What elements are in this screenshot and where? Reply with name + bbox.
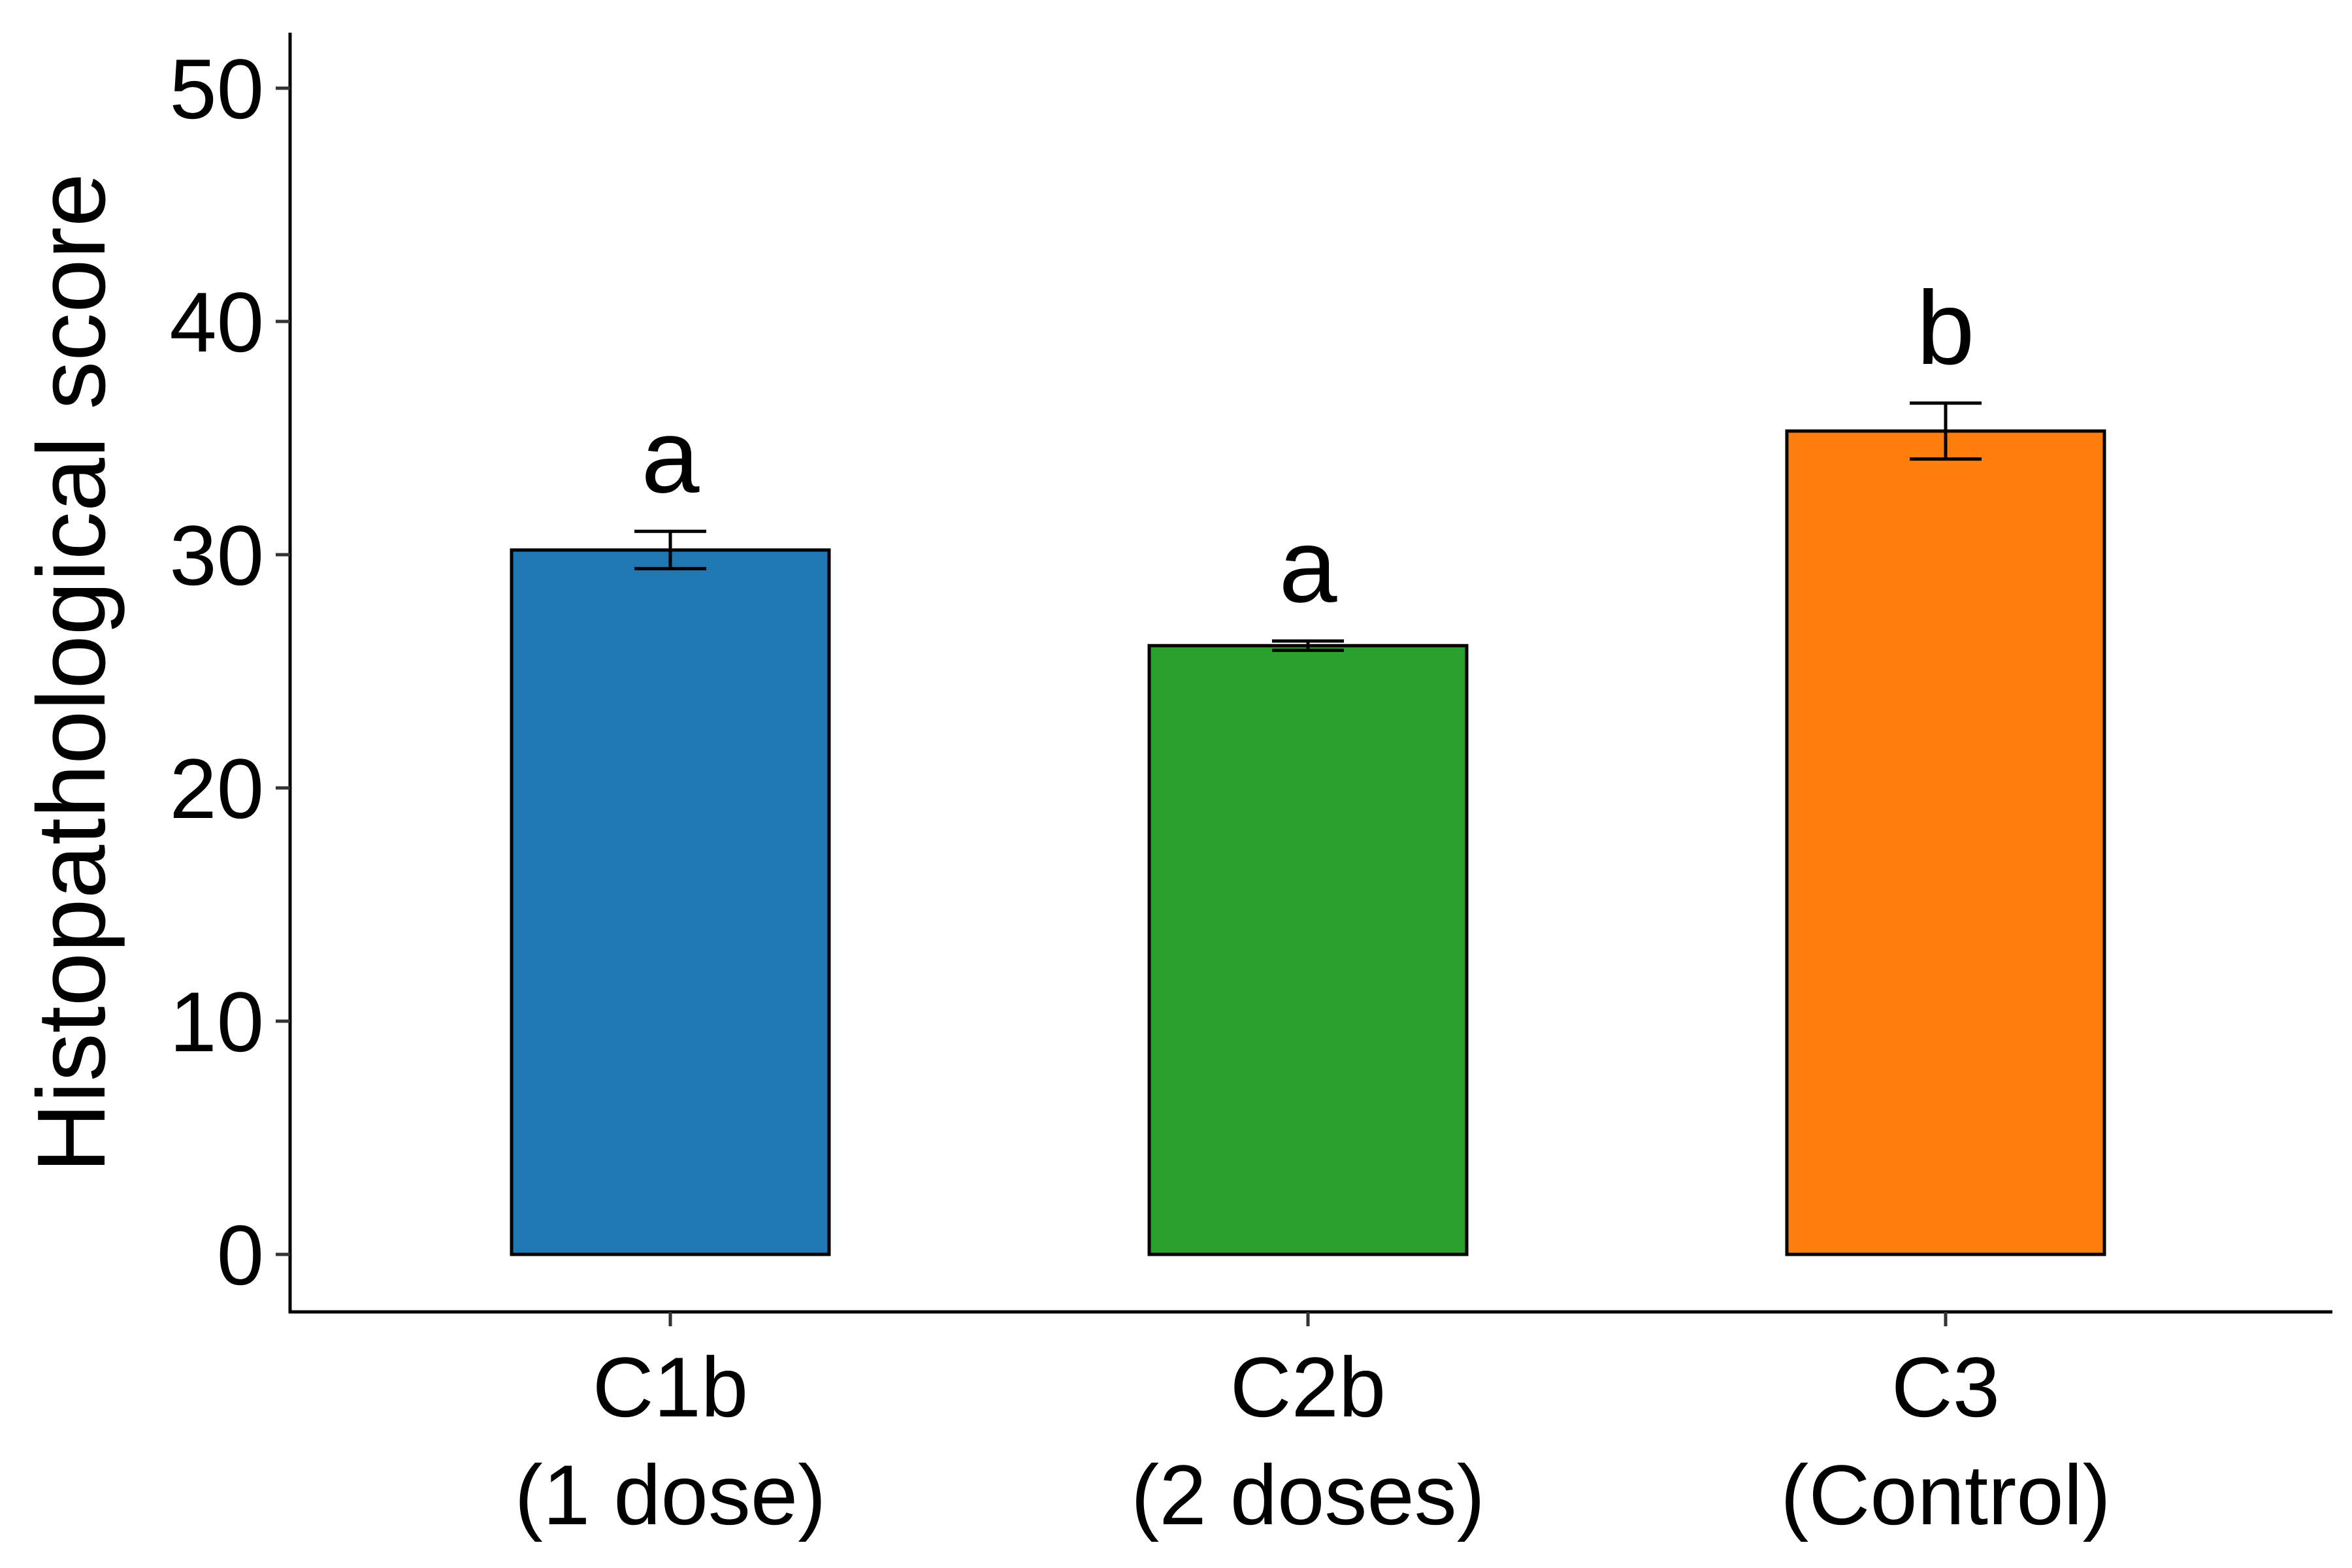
significance-label: a (1279, 507, 1337, 624)
y-tick-label: 40 (169, 274, 264, 370)
y-tick-label: 30 (169, 508, 264, 603)
x-tick-sublabel: (Control) (1780, 1447, 2111, 1543)
y-tick-label: 50 (169, 41, 264, 137)
bar (1785, 429, 2106, 1256)
x-tick-label: C2b (1230, 1339, 1386, 1435)
plot-area: 0 10 20 30 40 50 a C1b (1 dose) a C2b (2 doses) b C3 (… (169, 33, 2332, 1543)
x-tick-label: C3 (1891, 1339, 2000, 1435)
y-tick-label: 20 (169, 741, 264, 836)
y-axis-label: Histopathological score (18, 173, 125, 1173)
bar (1147, 644, 1469, 1256)
y-tick-label: 10 (169, 974, 264, 1070)
x-tick-sublabel: (1 dose) (515, 1447, 826, 1543)
significance-label: a (642, 397, 700, 514)
x-tick-label: C1b (593, 1339, 748, 1435)
significance-label: b (1917, 269, 1975, 386)
y-tick-label: 0 (217, 1207, 264, 1303)
bar (510, 548, 831, 1256)
x-tick-sublabel: (2 doses) (1131, 1447, 1485, 1543)
